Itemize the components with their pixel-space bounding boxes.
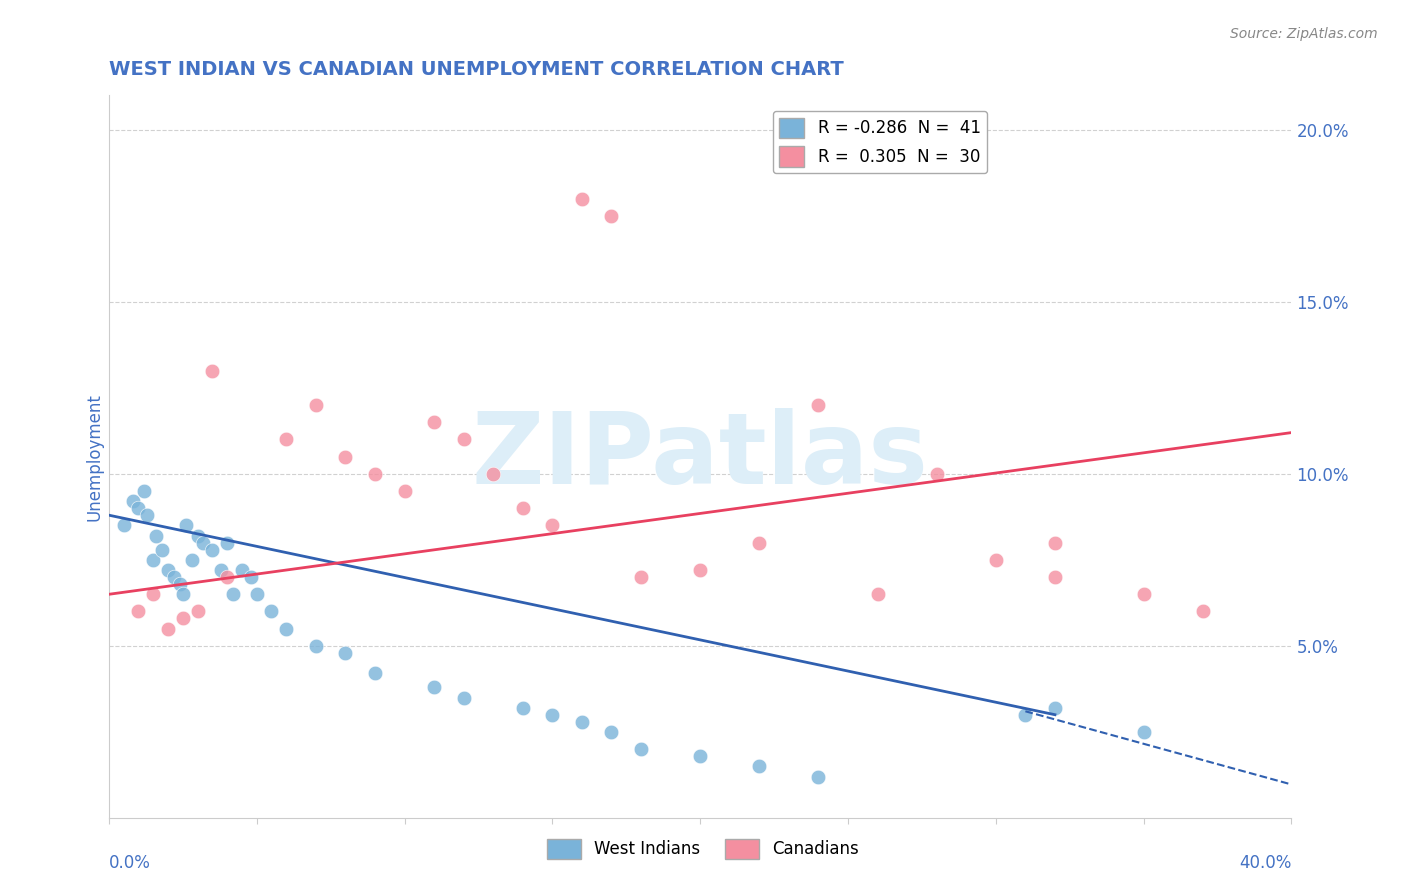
Point: [1043, 701, 1066, 715]
Text: 40.0%: 40.0%: [1239, 854, 1292, 871]
Point: [512, 501, 534, 516]
Point: [180, 553, 202, 567]
Point: [1043, 570, 1066, 584]
Point: [172, 587, 194, 601]
Point: [172, 611, 194, 625]
Point: [748, 759, 770, 773]
Text: WEST INDIAN VS CANADIAN UNEMPLOYMENT CORRELATION CHART: WEST INDIAN VS CANADIAN UNEMPLOYMENT COR…: [108, 60, 844, 78]
Point: [305, 398, 328, 412]
Point: [748, 535, 770, 549]
Point: [394, 484, 416, 499]
Point: [866, 587, 889, 601]
Y-axis label: Unemployment: Unemployment: [86, 392, 103, 521]
Point: [174, 518, 197, 533]
Point: [209, 563, 232, 577]
Point: [630, 742, 652, 756]
Point: [453, 690, 475, 705]
Point: [201, 542, 224, 557]
Point: [600, 209, 623, 223]
Point: [335, 646, 357, 660]
Text: ZIPatlas: ZIPatlas: [472, 409, 928, 505]
Point: [169, 577, 191, 591]
Point: [1191, 605, 1213, 619]
Point: [127, 605, 149, 619]
Point: [1043, 535, 1066, 549]
Point: [217, 535, 239, 549]
Legend: West Indians, Canadians: West Indians, Canadians: [541, 832, 865, 866]
Point: [217, 570, 239, 584]
Point: [541, 707, 564, 722]
Point: [364, 666, 387, 681]
Point: [689, 563, 711, 577]
Point: [145, 529, 167, 543]
Point: [305, 639, 328, 653]
Point: [925, 467, 948, 481]
Point: [136, 508, 159, 523]
Point: [600, 725, 623, 739]
Point: [276, 433, 298, 447]
Legend: R = -0.286  N =  41, R =  0.305  N =  30: R = -0.286 N = 41, R = 0.305 N = 30: [773, 111, 987, 173]
Point: [1132, 587, 1154, 601]
Point: [201, 364, 224, 378]
Point: [156, 563, 179, 577]
Point: [984, 553, 1007, 567]
Point: [163, 570, 186, 584]
Point: [364, 467, 387, 481]
Point: [423, 680, 446, 694]
Point: [453, 433, 475, 447]
Point: [187, 529, 209, 543]
Point: [231, 563, 253, 577]
Point: [276, 622, 298, 636]
Point: [222, 587, 245, 601]
Point: [121, 494, 143, 508]
Point: [1132, 725, 1154, 739]
Point: [156, 622, 179, 636]
Point: [134, 484, 156, 499]
Point: [630, 570, 652, 584]
Point: [239, 570, 262, 584]
Point: [193, 535, 215, 549]
Point: [423, 415, 446, 429]
Point: [482, 467, 505, 481]
Point: [541, 518, 564, 533]
Point: [335, 450, 357, 464]
Point: [112, 518, 135, 533]
Point: [150, 542, 173, 557]
Point: [512, 701, 534, 715]
Point: [187, 605, 209, 619]
Point: [127, 501, 149, 516]
Point: [142, 553, 165, 567]
Point: [260, 605, 283, 619]
Point: [571, 714, 593, 729]
Point: [689, 749, 711, 764]
Point: [142, 587, 165, 601]
Point: [807, 770, 830, 784]
Point: [807, 398, 830, 412]
Point: [1014, 707, 1036, 722]
Point: [246, 587, 269, 601]
Point: [571, 192, 593, 206]
Text: Source: ZipAtlas.com: Source: ZipAtlas.com: [1230, 27, 1378, 41]
Text: 0.0%: 0.0%: [108, 854, 150, 871]
